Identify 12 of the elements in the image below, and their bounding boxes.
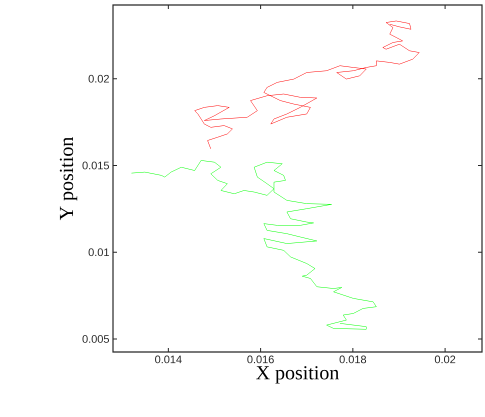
x-tick-label: 0.02 bbox=[434, 356, 456, 364]
x-axis-title: X position bbox=[256, 366, 339, 384]
x-tick-label: 0.016 bbox=[247, 356, 274, 364]
y-tick-label: 0.02 bbox=[88, 74, 109, 83]
line-series bbox=[131, 160, 377, 330]
x-tick-label: 0.018 bbox=[340, 356, 366, 364]
y-axis-title: Y position bbox=[60, 137, 78, 220]
line-series bbox=[194, 20, 420, 150]
y-tick-label: 0.005 bbox=[82, 335, 110, 343]
y-tick-label: 0.01 bbox=[88, 248, 109, 256]
x-tick-label: 0.014 bbox=[155, 356, 182, 364]
y-tick-label: 0.015 bbox=[82, 162, 110, 170]
